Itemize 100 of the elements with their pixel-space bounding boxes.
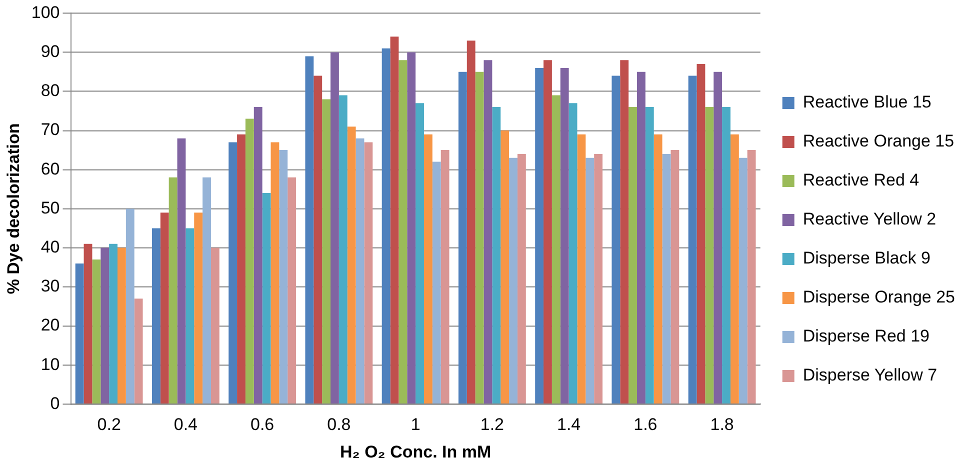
bar [288,177,296,404]
bar [305,56,314,404]
bar [432,162,441,404]
bar [552,95,560,404]
x-tick-label: 1 [410,415,420,434]
y-tick-label: 70 [40,120,60,140]
bar [517,154,526,404]
legend-label: Reactive Blue 15 [802,92,932,112]
legend-label: Reactive Orange 15 [802,132,954,151]
legend-label: Reactive Yellow 2 [802,210,936,229]
bar [347,126,356,404]
bar [544,60,552,404]
bar [364,142,373,404]
bar [100,248,110,404]
bar [314,76,322,404]
bar [338,95,348,404]
bar [662,154,671,404]
bar [738,158,748,404]
bar [92,260,101,404]
bar [109,244,118,404]
bar [177,138,186,404]
y-tick-label: 50 [40,198,60,218]
x-tick-label: 1.6 [634,415,658,434]
bar [475,72,484,404]
x-tick-label: 0.2 [97,415,121,434]
x-tick-label: 1.8 [710,415,734,434]
bar [210,248,220,404]
bar [645,107,654,404]
bar [118,248,126,404]
bar [586,158,594,404]
bar [270,142,280,404]
legend-label: Reactive Red 4 [802,170,920,190]
x-tick-label: 0.6 [250,415,274,434]
bar [134,298,143,404]
bar [330,52,339,404]
y-tick-label: 90 [40,42,60,61]
bar [620,60,629,404]
bar [416,103,424,404]
bar [747,150,756,404]
bar [484,60,492,404]
bar [500,130,510,404]
bar [407,52,416,404]
bar [714,72,722,404]
legend-label: Disperse Yellow 7 [802,366,938,385]
legend-label: Disperse Red 19 [802,326,930,346]
x-tick-label: 1.2 [480,415,504,434]
bar [228,142,238,404]
bar [440,150,450,404]
bar [637,72,646,404]
y-tick-label: 60 [40,159,60,178]
bar [492,107,501,404]
bar [279,150,288,404]
y-tick-label: 10 [40,354,60,374]
legend-label: Disperse Orange 25 [802,288,956,307]
bar [560,68,569,404]
bar [688,76,697,404]
bar [262,193,271,404]
legend-label: Disperse Black 9 [802,248,930,268]
y-tick-label: 40 [40,237,60,256]
bar [612,76,620,404]
x-axis-title: H₂ O₂ Conc. In mM [340,442,492,462]
y-tick-label: 20 [40,316,60,335]
bar [126,208,134,404]
bar [254,107,262,404]
bar [398,60,408,404]
bar [160,212,169,404]
bar [577,134,586,404]
bar [568,103,578,404]
bar [509,158,518,404]
bar [466,40,476,404]
bar [628,107,637,404]
bar [245,118,254,404]
y-tick-label: 0 [50,394,60,413]
bar [194,212,203,404]
bar [75,263,84,404]
bar [654,134,662,404]
bar [168,177,178,404]
bar [202,177,211,404]
bar [730,134,739,404]
x-tick-label: 1.4 [556,415,581,434]
bar [382,48,390,404]
bar [535,68,544,404]
y-tick-label: 80 [40,81,60,100]
bar [186,228,194,404]
bar [322,99,331,404]
bar [722,107,730,404]
bar [390,36,399,404]
bar [356,138,364,404]
bar [237,134,246,404]
bar [670,150,680,404]
y-tick-label: 30 [40,276,60,296]
x-tick-label: 0.4 [174,415,198,434]
bar [594,154,603,404]
bar [152,228,160,404]
bar [84,244,92,404]
y-tick-label: 100 [31,2,60,22]
x-tick-label: 0.8 [327,415,351,434]
bar [458,72,467,404]
bar [424,134,432,404]
bar [705,107,714,404]
